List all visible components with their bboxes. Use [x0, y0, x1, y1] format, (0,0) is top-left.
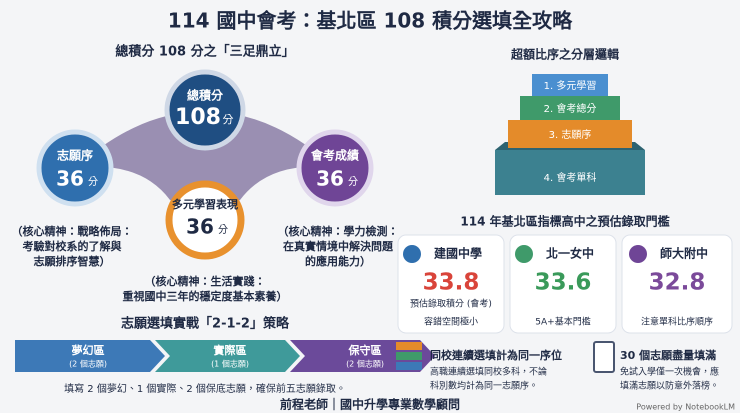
component-unit: 分 — [348, 176, 358, 188]
total-value: 108 — [175, 105, 221, 130]
component-value: 36 — [56, 167, 84, 191]
zone-count: (2 個志願) — [346, 359, 384, 369]
component-unit: 分 — [218, 224, 228, 236]
component-value: 36 — [186, 215, 214, 239]
tip-line: 填滿志願以防意外落榜。 — [620, 380, 719, 392]
note: 的應用能力） — [305, 254, 371, 268]
connector-band — [75, 111, 335, 220]
component-circle — [165, 180, 245, 260]
school-name: 師大附中 — [660, 246, 708, 261]
section-title: 114 年基北區指標高中之預估錄取門檻 — [460, 214, 669, 229]
section-title: 志願選填實戰「2-1-2」策略 — [121, 316, 290, 332]
zone-count: (2 個志願) — [69, 359, 107, 369]
powered-by: Powered by NotebookLM — [636, 403, 735, 412]
component-circle — [296, 129, 374, 207]
pyramid-layer — [520, 96, 620, 120]
note: （核心精神：生活實踐： — [145, 274, 266, 288]
pyramid-layer — [495, 150, 645, 195]
zone-count: (1 個志願) — [211, 359, 249, 369]
note: 考驗對校系的了解與 — [23, 239, 122, 253]
tip-title: 30 個志願盡量填滿 — [620, 348, 716, 362]
school-name: 建國中學 — [433, 246, 482, 261]
tip-icon — [593, 341, 615, 373]
footer-credit: 前程老師｜國中升學專業數學顧問 — [280, 397, 460, 412]
school-icon — [403, 245, 421, 263]
component-circle — [36, 129, 114, 207]
tip-icon — [396, 342, 422, 350]
component-label: 會考成績 — [311, 148, 359, 163]
component-label: 志願序 — [57, 148, 93, 163]
section-title: 超額比序之分層邏輯 — [510, 47, 619, 62]
tip-line: 科別數均計為同一志願序。 — [430, 380, 538, 392]
component-label: 多元學習表現 — [172, 197, 238, 211]
school-detail: 預估錄取積分 (會考) — [410, 298, 492, 310]
note: （核心精神：學力檢測： — [278, 224, 399, 238]
school-card — [621, 234, 733, 334]
tip-icon — [396, 362, 422, 370]
component-unit: 分 — [88, 176, 98, 188]
school-detail: 5A+基本門檻 — [535, 316, 590, 328]
zone-name: 保守區 — [348, 343, 382, 357]
note: （核心精神：戰略佈局： — [12, 224, 133, 238]
school-score: 33.6 — [535, 270, 592, 296]
school-card — [397, 234, 505, 334]
pyramid-layer — [532, 74, 608, 96]
school-name: 北一女中 — [546, 246, 594, 261]
note: 重視國中三年的穩定度基本素養） — [123, 289, 288, 303]
title: 114 國中會考：基北區 108 積分選填全攻略 — [168, 9, 573, 33]
pyramid-layer — [508, 120, 632, 148]
layer-label: 3. 志願序 — [549, 128, 592, 141]
note: 在真實情境中解決問題 — [283, 239, 394, 253]
layer-label: 4. 會考單科 — [544, 171, 597, 184]
school-icon — [629, 245, 647, 263]
component-value: 36 — [316, 167, 344, 191]
tip-title: 同校連續選填計為同一序位 — [430, 348, 562, 362]
note: 志願排序智慧） — [34, 254, 111, 268]
total-unit: 分 — [223, 113, 234, 126]
school-detail: 注意單科比序順序 — [641, 316, 713, 328]
section-title: 總積分 108 分之「三足鼎立」 — [115, 44, 294, 60]
school-card — [509, 234, 617, 334]
school-icon — [515, 245, 533, 263]
tip-icon — [396, 352, 422, 360]
total-circle — [164, 69, 246, 151]
layer-label: 1. 多元學習 — [544, 79, 597, 92]
tip-line: 高職連續選填同校多科，不論 — [430, 366, 547, 378]
tip-line: 免試入學僅一次機會，應 — [620, 366, 719, 378]
zone-name: 夢幻區 — [72, 343, 105, 357]
strategy-caption: 填寫 2 個夢幻、1 個實際、2 個保底志願，確保前五志願錄取。 — [64, 382, 346, 395]
layer-label: 2. 會考總分 — [544, 102, 597, 115]
school-detail: 容錯空間極小 — [424, 316, 478, 328]
zone-name: 實際區 — [214, 343, 247, 357]
zone-arrow — [15, 340, 165, 372]
total-label: 總積分 — [187, 88, 224, 103]
school-score: 33.8 — [423, 270, 480, 296]
school-score: 32.8 — [649, 270, 706, 296]
zone-arrow — [155, 340, 300, 372]
